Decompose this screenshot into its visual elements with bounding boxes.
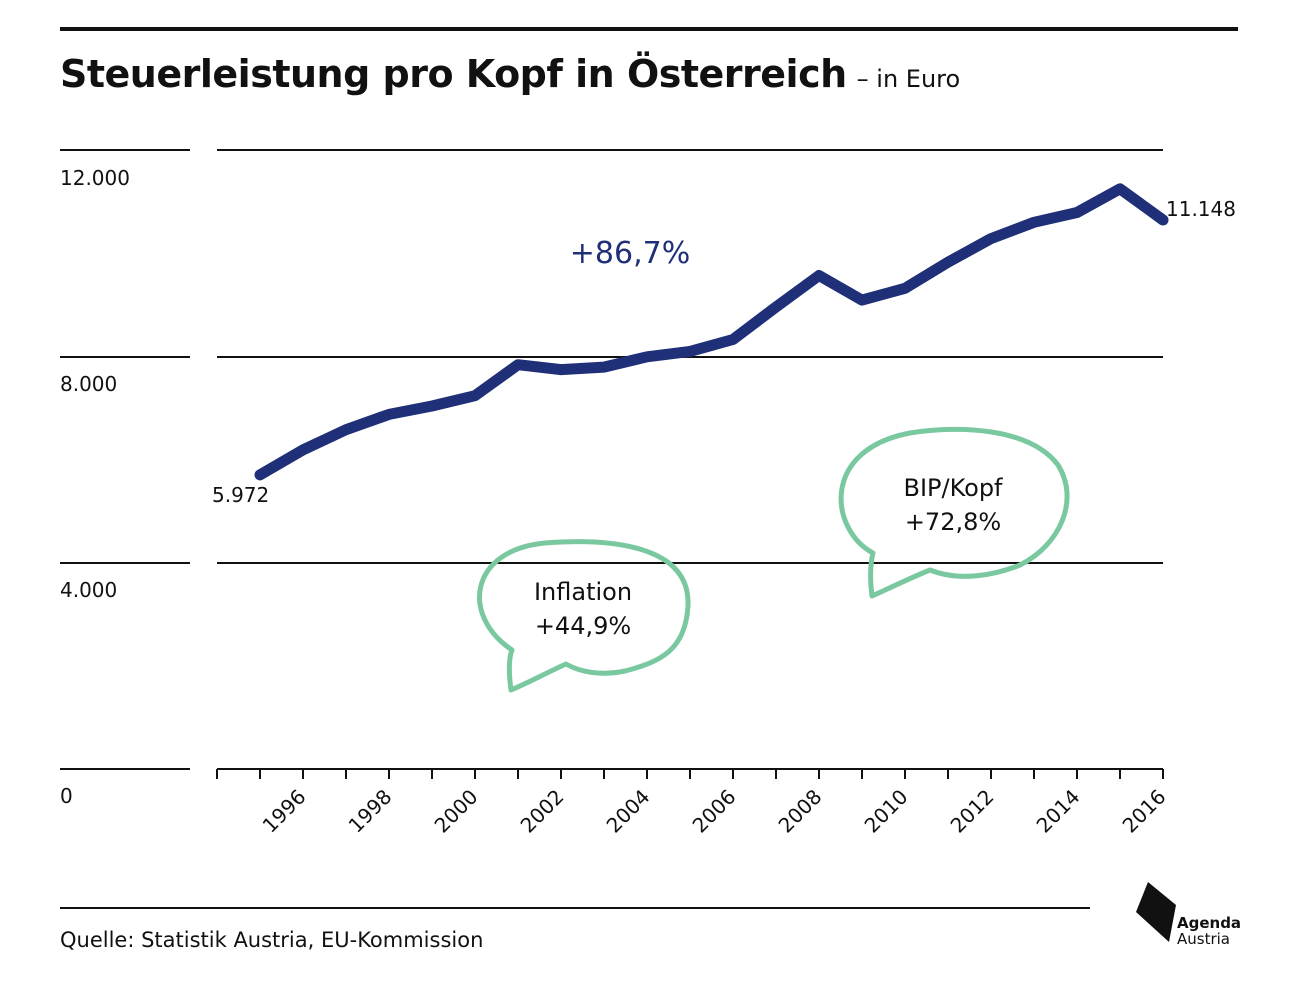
- chart-title-block: Steuerleistung pro Kopf in Österreich – i…: [60, 52, 960, 96]
- x-tick-label: 2000: [430, 785, 483, 838]
- inflation-value: +44,9%: [535, 612, 631, 640]
- y-tick-label: 4.000: [60, 578, 117, 602]
- x-tick-label: 2014: [1032, 785, 1085, 838]
- inflation-bubble: [477, 539, 691, 693]
- chart-title: Steuerleistung pro Kopf in Österreich: [60, 52, 847, 96]
- y-axis-labels: 0 4.000 8.000 12.000: [60, 166, 130, 808]
- agenda-austria-logo-icon: [1136, 882, 1176, 942]
- y-tick-label: 0: [60, 784, 73, 808]
- source-note: Quelle: Statistik Austria, EU-Kommission: [60, 928, 484, 952]
- first-value-label: 5.972: [212, 483, 269, 507]
- gdp-value: +72,8%: [905, 508, 1001, 536]
- x-tick-label: 1998: [344, 785, 397, 838]
- chart-subtitle: – in Euro: [856, 65, 961, 93]
- gdp-title: BIP/Kopf: [903, 474, 1003, 502]
- x-tick-label: 1996: [258, 785, 311, 838]
- x-tick-label: 2008: [774, 785, 827, 838]
- x-tick-label: 2006: [688, 785, 741, 838]
- last-value-label: 11.148: [1166, 197, 1236, 221]
- x-tick-label: 2016: [1118, 785, 1171, 838]
- source-rule: [60, 907, 1090, 909]
- series-layer: [254, 183, 1169, 481]
- gdp-bubble: [838, 426, 1070, 599]
- x-axis-labels: 1996 1998 2000 2002 2004 2006 2008 2010 2012 2014…: [258, 785, 1171, 838]
- x-tick-label: 2012: [946, 785, 999, 838]
- y-tick-label: 8.000: [60, 372, 117, 396]
- logo-text: Agenda Austria: [1177, 915, 1241, 947]
- grid-lines: [60, 149, 1163, 770]
- growth-annotation: +86,7%: [570, 236, 690, 271]
- logo-line-1: Agenda: [1177, 914, 1242, 932]
- series-line: [254, 183, 1169, 481]
- inflation-title: Inflation: [534, 578, 632, 606]
- x-tick-label: 2002: [516, 785, 569, 838]
- x-tick-label: 2010: [860, 785, 913, 838]
- y-tick-label: 12.000: [60, 166, 130, 190]
- logo-line-2: Austria: [1177, 930, 1230, 948]
- x-tick-label: 2004: [602, 785, 655, 838]
- top-rule: [60, 27, 1238, 31]
- x-axis: [216, 768, 1164, 779]
